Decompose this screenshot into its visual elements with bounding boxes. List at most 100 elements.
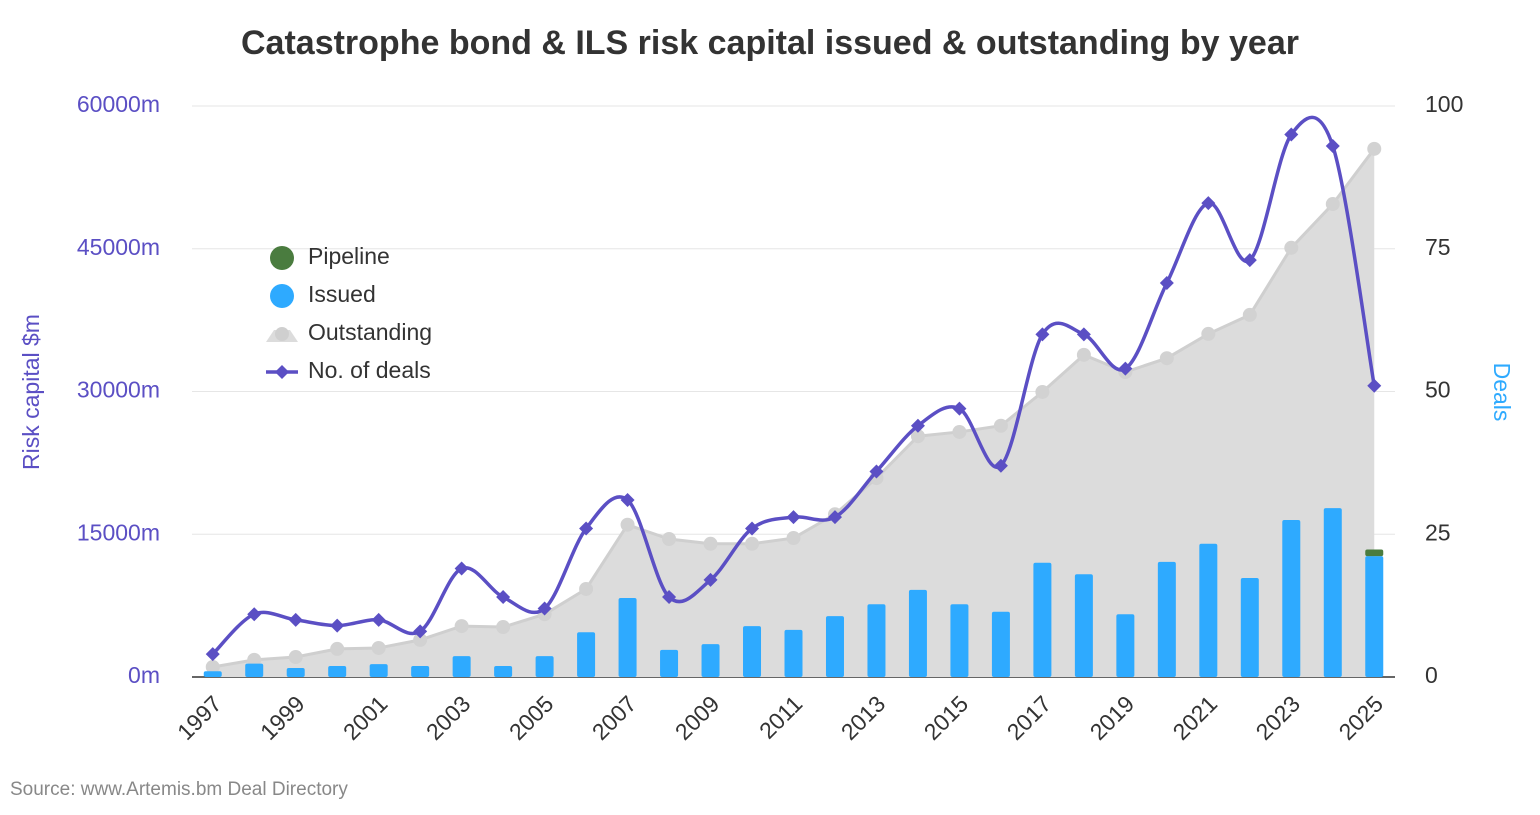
bar: [245, 663, 264, 677]
bar: [618, 598, 637, 677]
deals-marker: [745, 521, 760, 536]
bar: [1199, 543, 1218, 677]
outstanding-point: [1201, 326, 1216, 341]
deals-marker: [1325, 138, 1340, 153]
bar: [1157, 561, 1176, 677]
outstanding-point: [786, 531, 801, 546]
x-tick-label: 2011: [754, 690, 807, 743]
deals-marker: [579, 521, 594, 536]
outstanding-point: [993, 418, 1008, 433]
outstanding-point: [910, 429, 925, 444]
deals-marker: [1035, 327, 1050, 342]
y-tick-label: 45000m: [77, 234, 160, 260]
bar: [1282, 519, 1301, 677]
deals-marker: [288, 612, 303, 627]
legend-swatch: [270, 284, 294, 308]
legend-label: Pipeline: [308, 243, 390, 269]
outstanding-point: [1367, 141, 1382, 156]
x-tick-label: 2021: [1168, 690, 1223, 745]
x-tick-label: 2017: [1002, 690, 1057, 745]
outstanding-point: [745, 536, 760, 551]
outstanding-point: [1242, 307, 1257, 322]
deals-marker: [993, 458, 1008, 473]
outstanding-point: [952, 424, 967, 439]
bar: [743, 626, 762, 677]
x-tick-label: 2009: [670, 690, 725, 745]
deals-marker: [1284, 127, 1299, 142]
outstanding-point: [1284, 240, 1299, 255]
deals-marker: [1159, 276, 1174, 291]
x-tick-label: 1997: [172, 690, 227, 745]
x-tick-label: 2015: [919, 690, 974, 745]
bar: [369, 664, 388, 677]
legend-label: No. of deals: [308, 357, 431, 383]
outstanding-point: [205, 660, 220, 675]
bar: [577, 632, 596, 677]
outstanding-point: [1325, 197, 1340, 212]
outstanding-point: [454, 619, 469, 634]
bar: [1116, 614, 1135, 677]
x-tick-label: 2025: [1334, 690, 1389, 745]
deals-marker: [662, 590, 677, 605]
x-tick-label: 2003: [421, 690, 476, 745]
bar: [991, 611, 1010, 677]
deals-marker: [247, 607, 262, 622]
x-tick-label: 1999: [255, 690, 310, 745]
outstanding-point: [1035, 384, 1050, 399]
legend-swatch: [275, 365, 289, 379]
deals-marker: [1201, 196, 1216, 211]
y2-axis-label: Deals: [1489, 363, 1515, 422]
y2-tick-label: 50: [1425, 377, 1451, 403]
outstanding-point: [1076, 347, 1091, 362]
deals-marker: [1118, 361, 1133, 376]
legend-label: Outstanding: [308, 319, 432, 345]
bar: [328, 666, 347, 677]
outstanding-point: [620, 517, 635, 532]
y2-tick-label: 0: [1425, 662, 1438, 688]
deals-marker: [703, 572, 718, 587]
deals-marker: [786, 510, 801, 525]
deals-marker: [1076, 327, 1091, 342]
deals-marker: [869, 464, 884, 479]
y2-tick-label: 100: [1425, 91, 1463, 117]
outstanding-point: [1159, 351, 1174, 366]
deals-marker: [827, 510, 842, 525]
deals-marker: [371, 612, 386, 627]
bar: [1033, 562, 1052, 677]
deals-marker: [1367, 378, 1382, 393]
outstanding-point: [247, 652, 262, 667]
x-tick-label: 2007: [587, 690, 642, 745]
deals-marker: [330, 618, 345, 633]
outstanding-point: [371, 640, 386, 655]
deals-marker: [537, 601, 552, 616]
outstanding-point: [288, 650, 303, 665]
outstanding-area: [212, 148, 1375, 677]
outstanding-point: [703, 536, 718, 551]
outstanding-point: [662, 532, 677, 547]
x-tick-label: 2001: [338, 690, 393, 745]
bar: [1365, 549, 1384, 557]
bar: [286, 667, 305, 677]
bar: [660, 649, 679, 677]
outstanding-point: [579, 581, 594, 596]
bar: [950, 604, 969, 677]
bar: [1074, 574, 1093, 677]
bar: [908, 589, 927, 677]
bar: [203, 671, 222, 677]
x-tick-label: 2005: [504, 690, 559, 745]
deals-marker: [454, 561, 469, 576]
x-tick-label: 2019: [1085, 690, 1140, 745]
y-tick-label: 0m: [128, 662, 160, 688]
deals-marker: [205, 647, 220, 662]
bar: [784, 629, 803, 677]
y-axis-label: Risk capital $m: [18, 314, 44, 470]
x-tick-label: 2023: [1251, 690, 1306, 745]
legend-swatch: [270, 246, 294, 270]
deals-marker: [413, 624, 428, 639]
deals-marker: [620, 492, 635, 507]
outstanding-point: [413, 632, 428, 647]
outstanding-point: [496, 620, 511, 635]
y2-tick-label: 25: [1425, 519, 1451, 545]
y2-tick-label: 75: [1425, 234, 1451, 260]
